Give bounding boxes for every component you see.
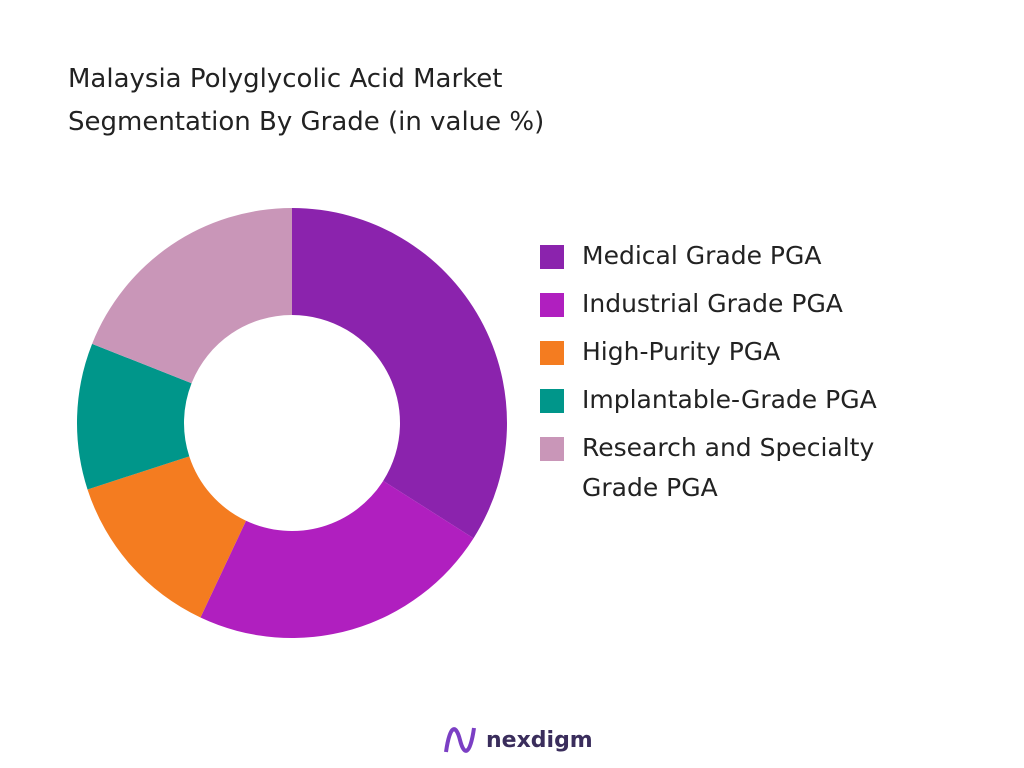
- donut-slice: [292, 208, 507, 539]
- logo-icon: [444, 727, 476, 753]
- legend: Medical Grade PGA Industrial Grade PGA Hig…: [540, 240, 960, 520]
- donut-slice: [92, 208, 292, 384]
- legend-swatch: [540, 245, 564, 269]
- legend-label: Industrial Grade PGA: [582, 289, 843, 318]
- legend-swatch: [540, 389, 564, 413]
- brand-logo: nexdigm: [440, 722, 593, 758]
- legend-swatch: [540, 437, 564, 461]
- legend-swatch: [540, 341, 564, 365]
- legend-label: High-Purity PGA: [582, 337, 781, 366]
- donut-slice: [76, 343, 192, 490]
- brand-name: nexdigm: [486, 727, 593, 753]
- donut-slice: [87, 456, 247, 618]
- donut-slice: [200, 480, 474, 638]
- legend-label: Implantable-Grade PGA: [582, 385, 877, 414]
- legend-item: Medical Grade PGA: [540, 240, 960, 276]
- chart-title: Malaysia Polyglycolic Acid Market Segmen…: [68, 64, 545, 137]
- legend-item: High-Purity PGA: [540, 336, 960, 372]
- legend-label: Research and Specialty Grade PGA: [582, 433, 875, 502]
- legend-label: Medical Grade PGA: [582, 241, 822, 270]
- chart: [76, 208, 507, 638]
- legend-item: Implantable-Grade PGA: [540, 384, 960, 420]
- legend-item: Research and Specialty Grade PGA: [540, 432, 960, 508]
- legend-item: Industrial Grade PGA: [540, 288, 960, 324]
- legend-swatch: [540, 293, 564, 317]
